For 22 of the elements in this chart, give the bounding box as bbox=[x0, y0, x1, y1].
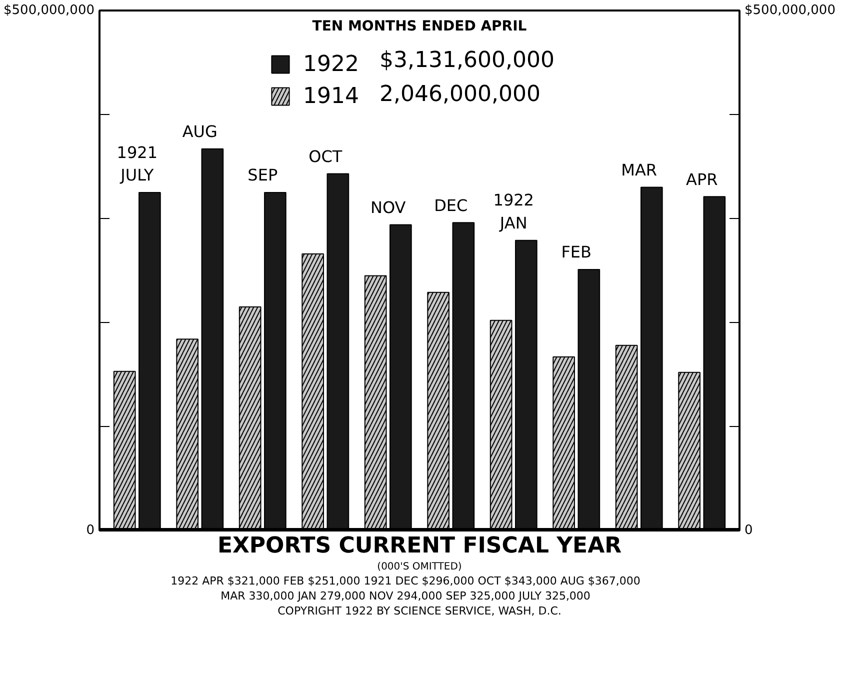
x-tick-label: 1922 JAN bbox=[493, 190, 534, 233]
annotation: 2,046,000,000 bbox=[380, 82, 540, 107]
text: 1922 APR $321,000 FEB $251,000 1921 DEC $296,000 OCT $343,000 AUG $367,000 bbox=[170, 574, 640, 588]
annotation: $3,131,600,000 bbox=[380, 48, 554, 73]
y2-tick-label: 0 bbox=[744, 523, 753, 538]
x-tick-label: FEB bbox=[561, 242, 592, 262]
y2-tick-label: $500,000,000 bbox=[744, 3, 836, 18]
text: EXPORTS CURRENT FISCAL YEAR bbox=[217, 534, 622, 558]
x-tick-label: OCT bbox=[308, 146, 342, 166]
x-tick-label: SEP bbox=[248, 166, 278, 185]
legend-title: TEN MONTHS ENDED APRIL bbox=[312, 18, 527, 34]
text: MAR 330,000 JAN 279,000 NOV 294,000 SEP 325,000 JULY 325,000 bbox=[220, 590, 590, 602]
x-tick-label: MAR bbox=[621, 160, 658, 180]
text: COPYRIGHT 1922 BY SCIENCE SERVICE, WASH, D.C. bbox=[278, 604, 562, 618]
legend-label: 1922 bbox=[303, 50, 359, 78]
x-tick-label: AUG bbox=[182, 122, 218, 142]
legend-label: 1914 bbox=[303, 82, 359, 110]
x-tick-label: DEC bbox=[434, 196, 468, 215]
x-tick-label: APR bbox=[686, 170, 718, 189]
x-tick-label: 1921 JULY bbox=[116, 142, 158, 185]
x-tick-label: NOV bbox=[370, 198, 406, 217]
text: (000'S OMITTED) bbox=[377, 562, 462, 572]
